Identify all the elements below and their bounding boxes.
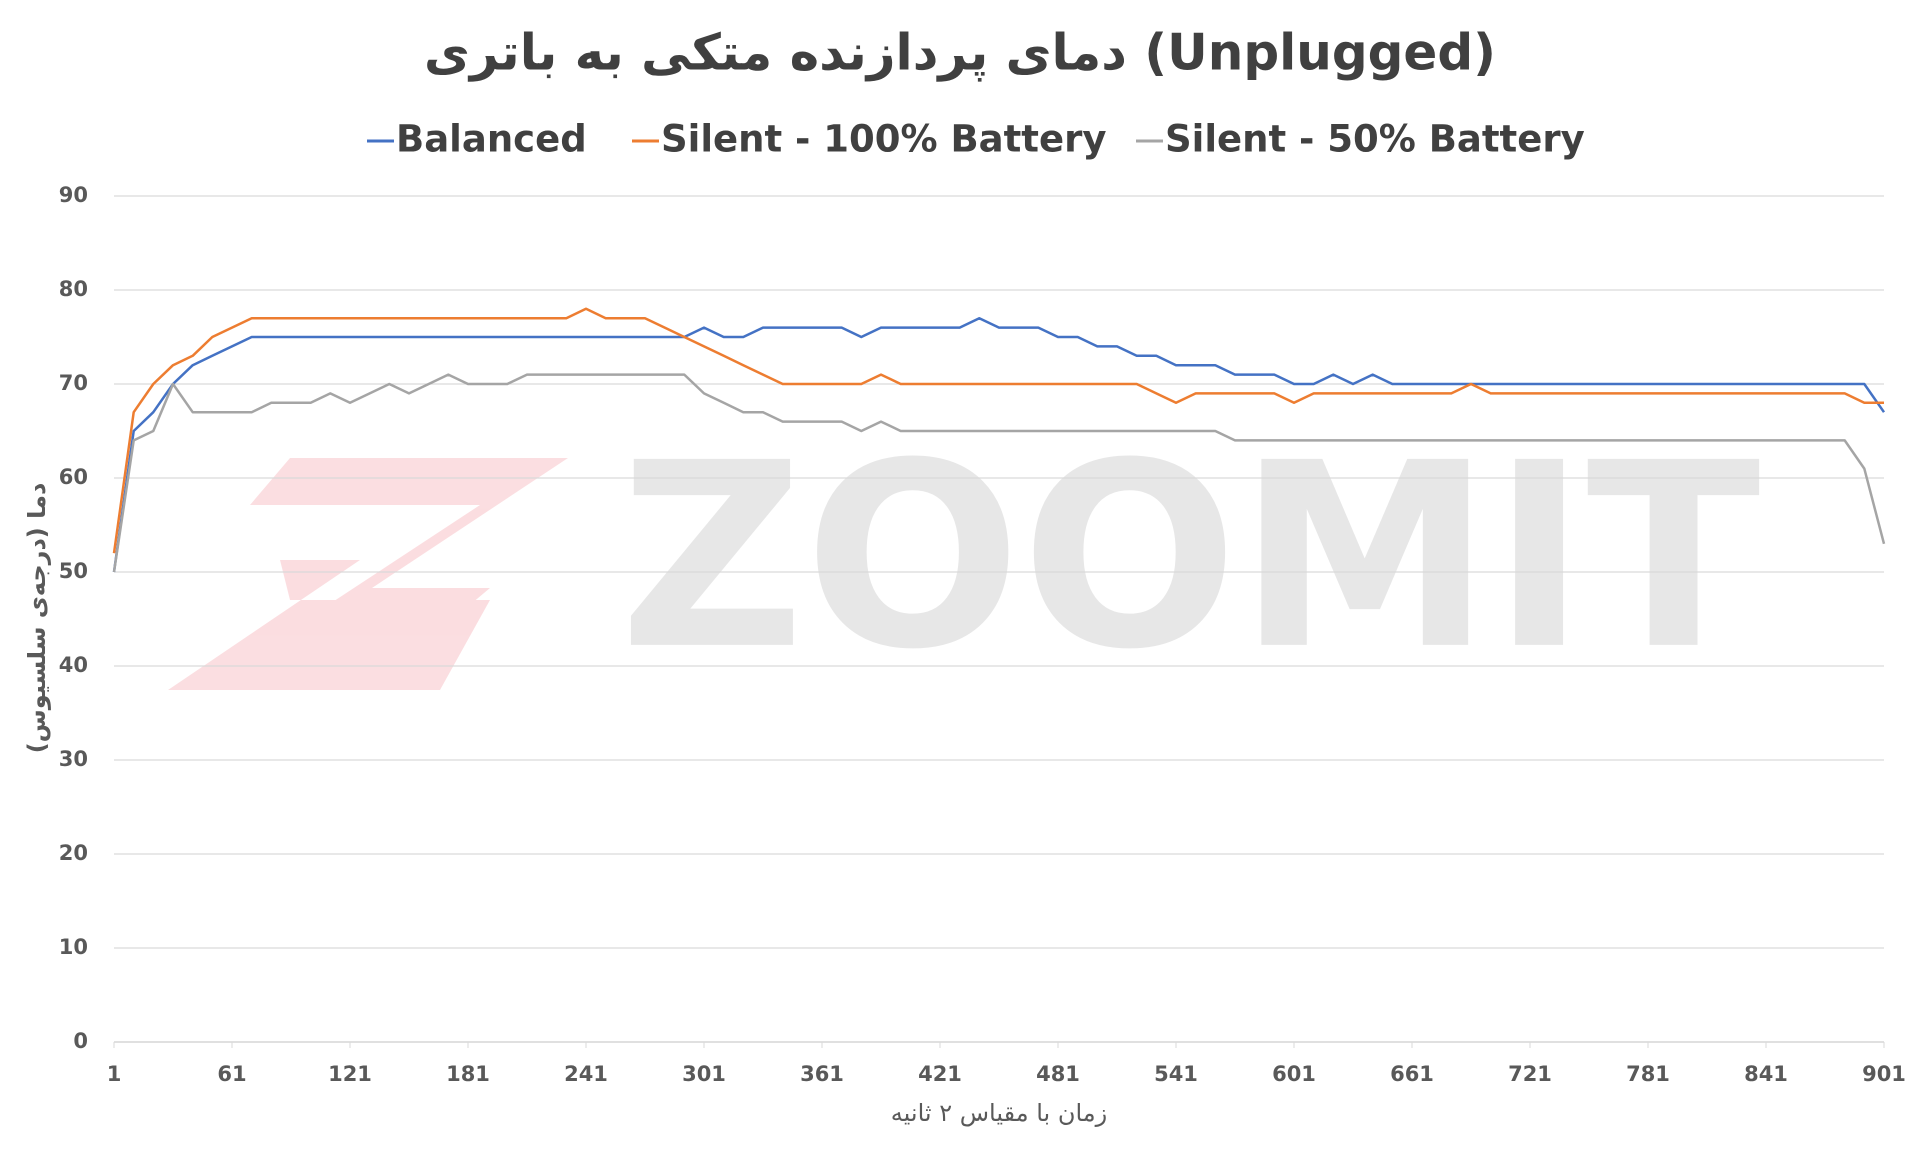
x-tick-label: 661 (1390, 1062, 1434, 1086)
x-tick-label: 841 (1744, 1062, 1788, 1086)
x-tick-label: 181 (446, 1062, 490, 1086)
y-tick-label: 10 (59, 935, 88, 959)
legend-label: Silent - 50% Battery (1165, 118, 1585, 161)
x-tick-label: 721 (1508, 1062, 1552, 1086)
y-tick-label: 40 (59, 653, 88, 677)
y-axis-label: دما (درجه‌ی سلسیوس) (23, 483, 51, 754)
y-tick-label: 50 (59, 559, 88, 583)
x-tick-label: 361 (800, 1062, 844, 1086)
x-tick-label: 781 (1626, 1062, 1670, 1086)
y-tick-label: 60 (59, 465, 88, 489)
y-tick-label: 70 (59, 371, 88, 395)
x-tick-label: 541 (1154, 1062, 1198, 1086)
x-tick-label: 481 (1036, 1062, 1080, 1086)
y-tick-label: 80 (59, 277, 88, 301)
x-tick-label: 301 (682, 1062, 726, 1086)
x-tick-label: 601 (1272, 1062, 1316, 1086)
chart-title: دمای پردازنده متکی به باتری (Unplugged) (424, 24, 1496, 83)
x-tick-label: 241 (564, 1062, 608, 1086)
y-tick-label: 0 (73, 1029, 88, 1053)
legend-label: Balanced (396, 118, 587, 161)
series-line (112, 316, 1886, 573)
x-tick-label: 901 (1862, 1062, 1906, 1086)
x-axis-label: زمان با مقیاس ۲ ثانیه (891, 1099, 1107, 1127)
series-line (112, 373, 1886, 573)
legend-label: Silent - 100% Battery (661, 118, 1106, 161)
watermark: ZOOMIT (619, 409, 1760, 706)
x-tick-label: 1 (107, 1062, 122, 1086)
y-tick-label: 30 (59, 747, 88, 771)
x-tick-label: 121 (328, 1062, 372, 1086)
y-tick-label: 20 (59, 841, 88, 865)
watermark-logo (168, 458, 568, 690)
y-tick-label: 90 (59, 183, 88, 207)
x-tick-label: 421 (918, 1062, 962, 1086)
series-line (112, 307, 1884, 554)
x-tick-label: 61 (217, 1062, 246, 1086)
